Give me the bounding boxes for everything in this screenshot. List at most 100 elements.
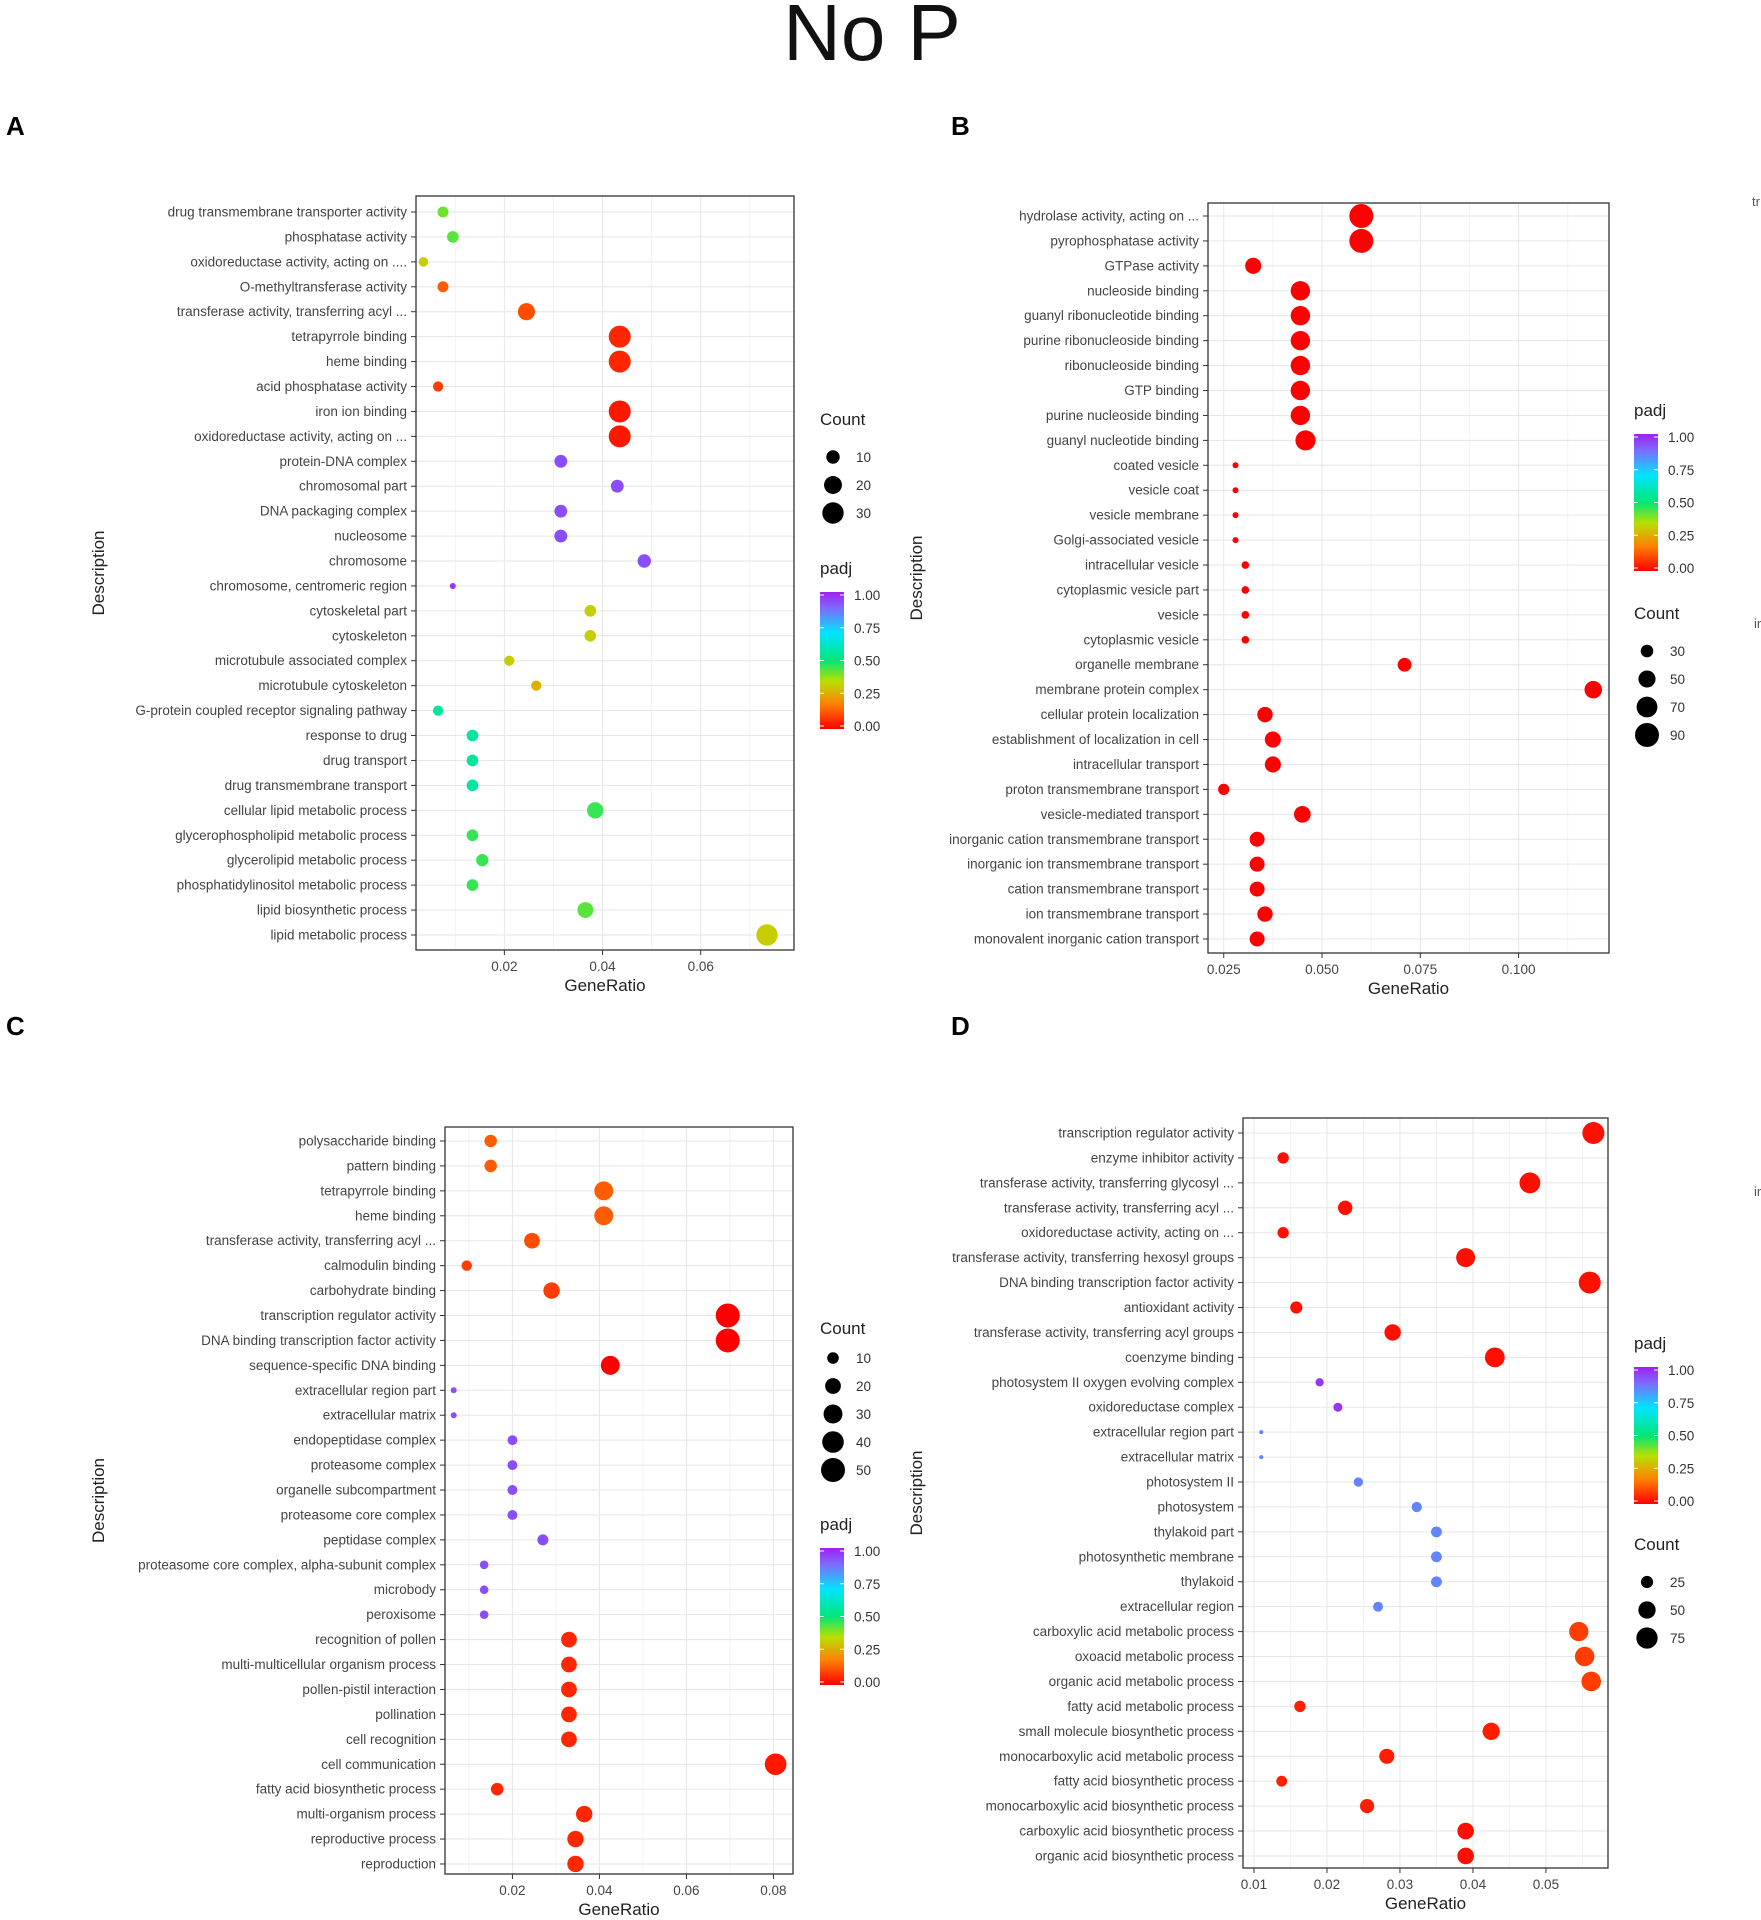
- data-point: [1295, 430, 1316, 451]
- category-label: pollen-pistil interaction: [302, 1682, 436, 1697]
- data-point: [507, 1435, 518, 1446]
- data-point: [608, 350, 631, 373]
- color-legend-label: 1.00: [1668, 1363, 1694, 1378]
- category-label: chromosomal part: [299, 479, 407, 494]
- size-legend-label: 10: [856, 450, 871, 465]
- data-point: [507, 1509, 518, 1520]
- category-label: transferase activity, transferring acyl …: [1004, 1200, 1234, 1215]
- data-point: [554, 529, 568, 543]
- data-point: [537, 1534, 549, 1546]
- category-label: extracellular region: [1120, 1599, 1234, 1614]
- category-label: DNA binding transcription factor activit…: [999, 1275, 1234, 1290]
- x-axis-title: GeneRatio: [1385, 1894, 1466, 1913]
- category-label: organic acid metabolic process: [1049, 1674, 1235, 1689]
- category-label: oxoacid metabolic process: [1075, 1649, 1234, 1664]
- category-label: transferase activity, transferring acyl …: [206, 1233, 436, 1248]
- data-point: [1257, 706, 1273, 723]
- data-point: [608, 425, 631, 448]
- category-label: nucleoside binding: [1087, 283, 1199, 298]
- data-point: [1584, 680, 1603, 699]
- category-label: oxidoreductase activity, acting on ...: [194, 429, 407, 444]
- color-legend-label: 0.25: [854, 686, 880, 701]
- category-label: organic acid biosynthetic process: [1035, 1848, 1234, 1863]
- color-legend-label: 0.25: [854, 1642, 880, 1657]
- color-legend-label: 0.50: [1668, 1429, 1694, 1444]
- data-point: [437, 206, 449, 218]
- x-tick-label: 0.04: [589, 959, 616, 974]
- category-label: vesicle-mediated transport: [1041, 807, 1200, 822]
- color-legend-label: 0.00: [1668, 561, 1694, 576]
- category-label: drug transmembrane transporter activity: [168, 205, 408, 220]
- category-label: tetrapyrrole binding: [291, 329, 407, 344]
- category-label: carboxylic acid biosynthetic process: [1019, 1824, 1234, 1839]
- size-legend-label: 40: [856, 1435, 871, 1450]
- clipped-text-3: ir: [1754, 1184, 1761, 1199]
- data-point: [610, 479, 624, 493]
- data-point: [1290, 355, 1311, 376]
- category-label: establishment of localization in cell: [992, 732, 1199, 747]
- data-point: [587, 802, 604, 819]
- data-point: [575, 1805, 593, 1823]
- category-label: pattern binding: [347, 1158, 436, 1173]
- category-label: extracellular region part: [1093, 1425, 1234, 1440]
- category-label: lipid biosynthetic process: [257, 903, 407, 918]
- category-label: cytoplasmic vesicle part: [1056, 582, 1199, 597]
- size-legend-key: [1638, 1601, 1656, 1619]
- x-tick-label: 0.02: [491, 959, 517, 974]
- data-point: [479, 1610, 489, 1619]
- category-label: DNA binding transcription factor activit…: [201, 1333, 436, 1348]
- data-point: [1249, 856, 1265, 872]
- size-legend-label: 20: [856, 1379, 871, 1394]
- color-legend-label: 0.00: [854, 719, 880, 734]
- category-label: transferase activity, transferring acyl …: [177, 304, 407, 319]
- category-label: microbody: [374, 1582, 437, 1597]
- plot-frame: [444, 1126, 794, 1875]
- color-legend-label: 1.00: [1668, 430, 1694, 445]
- data-point: [1249, 881, 1265, 897]
- category-label: proteasome core complex, alpha-subunit c…: [138, 1557, 436, 1572]
- data-point: [561, 1631, 577, 1648]
- category-label: enzyme inhibitor activity: [1091, 1150, 1235, 1165]
- data-point: [1241, 635, 1250, 644]
- plot-frame: [1207, 202, 1610, 954]
- data-point: [479, 1585, 489, 1595]
- data-point: [561, 1681, 577, 1698]
- data-point: [1569, 1621, 1589, 1642]
- category-label: photosynthetic membrane: [1079, 1549, 1234, 1564]
- x-tick-label: 0.03: [1387, 1877, 1413, 1892]
- category-label: purine ribonucleoside binding: [1023, 333, 1199, 348]
- data-point: [466, 879, 479, 891]
- x-tick-label: 0.05: [1533, 1877, 1559, 1892]
- x-axis-title: GeneRatio: [1368, 979, 1449, 998]
- data-point: [1249, 831, 1265, 847]
- category-label: acid phosphatase activity: [256, 379, 407, 394]
- data-point: [1290, 330, 1311, 351]
- data-point: [484, 1159, 497, 1173]
- color-legend-label: 0.75: [1668, 463, 1694, 478]
- panel-letter: D: [951, 1011, 970, 1041]
- panel-letter: B: [951, 111, 970, 141]
- y-axis-title: Description: [89, 530, 108, 615]
- category-label: organelle membrane: [1075, 657, 1199, 672]
- category-label: drug transmembrane transport: [225, 778, 408, 793]
- data-point: [543, 1282, 560, 1299]
- size-legend-title: Count: [820, 1319, 866, 1338]
- category-label: pollination: [375, 1707, 436, 1722]
- category-label: intracellular transport: [1073, 757, 1199, 772]
- data-point: [764, 1753, 787, 1776]
- size-legend-label: 10: [856, 1351, 871, 1366]
- data-point: [1264, 731, 1281, 748]
- data-point: [1259, 1430, 1264, 1435]
- x-tick-label: 0.01: [1241, 1877, 1267, 1892]
- data-point: [1359, 1799, 1375, 1814]
- panel-b: B 0.025 0.050 0.075 0.100 hydrolase activity,…: [907, 111, 1694, 998]
- x-tick-label: 0.075: [1403, 962, 1437, 977]
- category-label: coated vesicle: [1113, 458, 1199, 473]
- category-label: inorganic ion transmembrane transport: [967, 857, 1199, 872]
- x-tick-label: 0.08: [760, 1883, 786, 1898]
- data-point: [594, 1206, 614, 1226]
- panel-a: A 0.02 0.04 0.06 drug transmembrane transpor…: [6, 111, 880, 995]
- data-point: [504, 655, 515, 666]
- category-label: tetrapyrrole binding: [320, 1183, 436, 1198]
- data-point: [1349, 228, 1374, 253]
